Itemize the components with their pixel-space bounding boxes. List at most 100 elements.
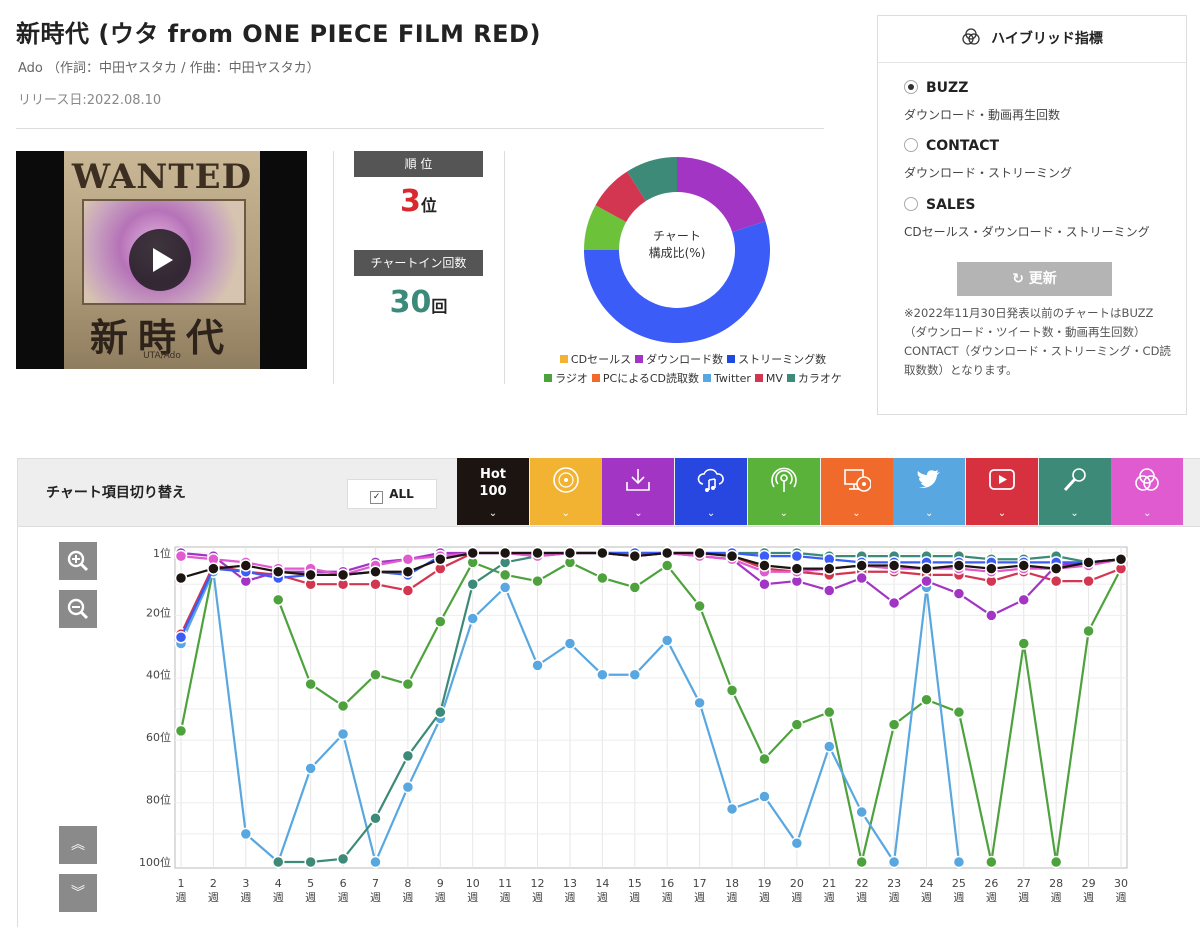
point-hot100[interactable] [271,565,285,578]
point-radio[interactable] [855,855,868,869]
point-karaoke[interactable] [401,749,415,763]
point-hot100[interactable] [563,546,577,560]
point-karaoke[interactable] [466,577,479,591]
option-buzz[interactable]: BUZZ [904,80,968,96]
point-mv[interactable] [1049,574,1063,588]
point-download[interactable] [952,587,966,600]
point-hot100[interactable] [855,559,868,572]
point-hot100[interactable] [1049,562,1063,575]
tab-twitter[interactable]: ⌄ [893,458,966,525]
refresh-button[interactable]: ↻ 更新 [957,262,1112,296]
point-hot100[interactable] [628,549,642,563]
point-radio[interactable] [628,581,642,594]
point-twitter[interactable] [952,855,966,869]
scroll-down-button[interactable]: ︾ [59,874,97,912]
point-hybrid[interactable] [401,552,415,566]
point-hot100[interactable] [596,546,609,560]
point-twitter[interactable] [790,837,804,850]
tab-mv[interactable]: ⌄ [965,458,1038,525]
point-hot100[interactable] [498,546,512,560]
option-sales[interactable]: SALES [904,197,976,213]
point-radio[interactable] [725,684,739,697]
point-twitter[interactable] [239,827,253,841]
point-hot100[interactable] [823,562,836,575]
point-radio[interactable] [1049,855,1063,869]
point-hot100[interactable] [304,568,317,582]
point-twitter[interactable] [531,659,544,672]
point-radio[interactable] [596,571,609,585]
point-twitter[interactable] [498,581,512,594]
point-radio[interactable] [1017,637,1031,650]
all-toggle[interactable]: ✓ ALL [347,479,437,509]
tab-pc[interactable]: ⌄ [820,458,893,525]
point-twitter[interactable] [466,612,479,625]
point-radio[interactable] [174,724,188,738]
point-hot100[interactable] [952,559,966,572]
point-hot100[interactable] [725,549,739,563]
point-mv[interactable] [401,584,415,597]
point-radio[interactable] [304,677,317,691]
tab-hot100[interactable]: Hot 100 ⌄ [457,458,529,525]
tab-streaming[interactable]: ⌄ [675,458,748,525]
point-twitter[interactable] [758,790,771,803]
point-radio[interactable] [1082,624,1095,638]
scroll-up-button[interactable]: ︽ [59,826,97,864]
point-radio[interactable] [823,705,836,719]
point-hot100[interactable] [239,559,253,572]
point-hybrid[interactable] [174,549,188,563]
radio-icon[interactable] [904,80,918,94]
point-hot100[interactable] [1082,556,1095,569]
point-twitter[interactable] [887,855,901,869]
point-radio[interactable] [758,752,771,766]
point-twitter[interactable] [823,740,836,753]
point-mv[interactable] [1082,574,1095,588]
check-icon[interactable]: ✓ [370,491,384,504]
point-karaoke[interactable] [271,855,285,869]
point-twitter[interactable] [725,802,739,816]
point-download[interactable] [985,609,998,622]
point-hot100[interactable] [693,546,706,560]
point-download[interactable] [1017,593,1031,607]
point-radio[interactable] [790,718,804,731]
point-hot100[interactable] [434,552,447,566]
point-hot100[interactable] [758,559,771,572]
point-twitter[interactable] [855,805,868,819]
point-hot100[interactable] [466,546,479,560]
tab-hybrid[interactable]: ⌄ [1111,458,1184,525]
point-twitter[interactable] [628,668,642,681]
point-hot100[interactable] [401,565,415,578]
point-radio[interactable] [434,615,447,628]
point-hot100[interactable] [790,562,804,575]
point-download[interactable] [823,584,836,597]
point-twitter[interactable] [401,780,415,794]
point-radio[interactable] [336,699,350,713]
radio-icon[interactable] [904,197,918,211]
tab-radio[interactable]: ⌄ [747,458,820,525]
point-hot100[interactable] [531,546,544,560]
point-twitter[interactable] [596,668,609,681]
point-twitter[interactable] [693,696,706,710]
point-hot100[interactable] [1017,559,1031,572]
point-radio[interactable] [985,855,998,869]
point-radio[interactable] [920,693,933,706]
point-hot100[interactable] [985,562,998,575]
option-contact[interactable]: CONTACT [904,138,999,154]
point-karaoke[interactable] [434,705,447,719]
point-hot100[interactable] [887,559,901,572]
point-streaming[interactable] [174,631,188,644]
point-mv[interactable] [369,577,382,591]
point-hot100[interactable] [369,565,382,578]
tab-cd[interactable]: ⌄ [529,458,602,525]
point-twitter[interactable] [304,762,317,775]
point-karaoke[interactable] [304,855,317,869]
point-radio[interactable] [693,599,706,613]
point-karaoke[interactable] [369,812,382,825]
point-hot100[interactable] [660,546,674,560]
point-twitter[interactable] [660,634,674,647]
point-karaoke[interactable] [336,852,350,866]
point-hot100[interactable] [1114,552,1128,566]
zoom-in-button[interactable] [59,542,97,580]
point-radio[interactable] [498,568,512,582]
point-hot100[interactable] [174,571,188,585]
point-hot100[interactable] [336,568,350,582]
